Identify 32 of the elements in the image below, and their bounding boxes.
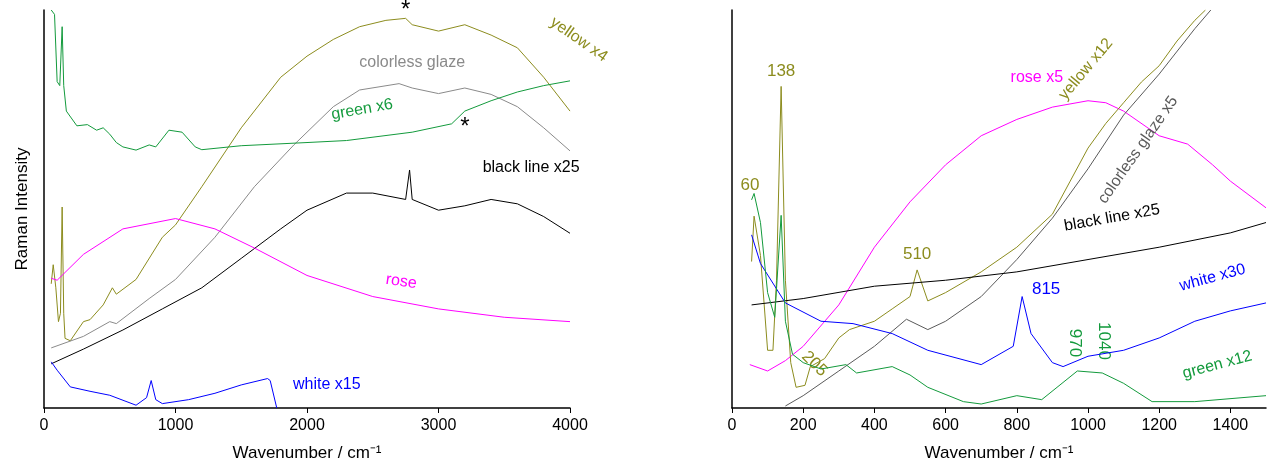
annotation: 205: [798, 346, 832, 381]
text: green x12: [1180, 346, 1254, 382]
x-tick-label: 600: [932, 415, 960, 433]
x-tick-label: 3000: [420, 415, 457, 433]
x-tick-label: 400: [861, 415, 888, 433]
text: white x30: [1176, 259, 1248, 294]
x-tick-label: 800: [1003, 415, 1031, 433]
x-tick-label: 0: [39, 415, 49, 433]
annotation: 138: [766, 60, 796, 80]
x-tick-label: 2000: [289, 415, 325, 433]
x-tick-label: 1000: [1070, 415, 1106, 433]
x-axis-title: Wavenumber / cm⁻¹: [924, 443, 1074, 462]
annotation: 815: [1031, 279, 1061, 299]
annotation: *: [400, 0, 411, 22]
annotation: *: [460, 111, 470, 139]
x-tick-label: 0: [727, 415, 737, 433]
x-tick-label: 1400: [1212, 415, 1249, 433]
series-label: black line x25: [482, 157, 580, 175]
x-tick-label: 200: [789, 415, 817, 433]
y-axis-title: Raman Intensity: [12, 147, 31, 271]
x-tick-label: 4000: [552, 415, 588, 433]
text: rose: [384, 269, 419, 292]
annotation: 970: [1065, 328, 1085, 358]
x-tick-label: 1000: [157, 415, 194, 433]
annotation: 60: [740, 174, 760, 194]
text: green x6: [329, 94, 395, 123]
x-axis-title: Wavenumber / cm⁻¹: [232, 443, 382, 462]
annotation: 510: [902, 244, 932, 264]
annotation: 1040: [1094, 322, 1114, 360]
series-label: white x15: [291, 374, 361, 392]
x-tick-label: 1200: [1141, 415, 1178, 433]
series-label: colorless glaze: [359, 52, 466, 70]
